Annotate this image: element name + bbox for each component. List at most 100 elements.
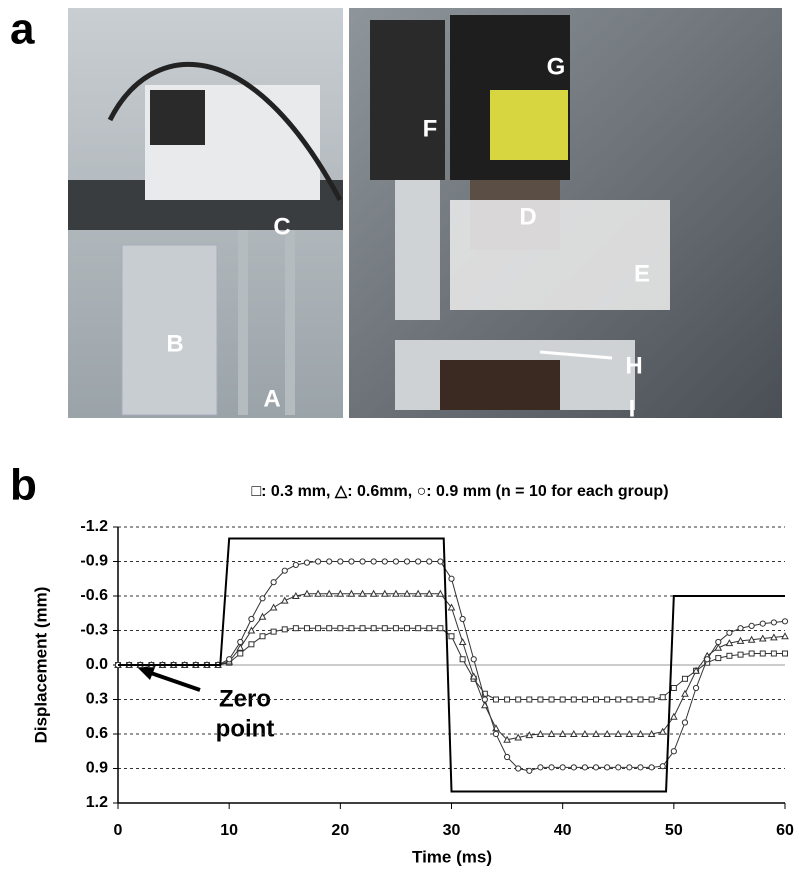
- marker: [438, 559, 443, 564]
- x-tick-label: 0: [114, 822, 123, 839]
- marker: [649, 697, 654, 702]
- marker: [271, 629, 276, 634]
- y-tick-label: 0.6: [86, 725, 108, 742]
- marker: [682, 691, 688, 697]
- x-tick-label: 40: [554, 822, 572, 839]
- marker: [682, 676, 687, 681]
- marker: [427, 626, 432, 631]
- marker: [293, 562, 298, 567]
- marker: [516, 697, 521, 702]
- marker: [405, 626, 410, 631]
- marker: [649, 765, 654, 770]
- panel-label: b: [10, 461, 37, 510]
- marker: [682, 720, 687, 725]
- marker: [783, 651, 788, 656]
- marker: [393, 559, 398, 564]
- marker: [260, 634, 265, 639]
- marker: [327, 559, 332, 564]
- marker: [360, 559, 365, 564]
- marker: [449, 634, 454, 639]
- photo-label: H: [625, 352, 642, 379]
- marker: [460, 657, 465, 662]
- marker: [716, 656, 721, 661]
- figure: a b □: 0.3 mm, △: 0.6mm, ○: 0.9 mm (n = …: [0, 0, 797, 873]
- marker: [460, 616, 465, 621]
- marker: [727, 630, 732, 635]
- page: a b □: 0.3 mm, △: 0.6mm, ○: 0.9 mm (n = …: [0, 0, 797, 878]
- marker: [627, 765, 632, 770]
- photo-right: [349, 8, 782, 418]
- y-tick-label: 0.9: [86, 760, 108, 777]
- marker: [582, 697, 587, 702]
- marker: [382, 626, 387, 631]
- y-tick-label: -0.6: [80, 587, 108, 604]
- y-tick-label: 1.2: [86, 794, 108, 811]
- marker: [605, 765, 610, 770]
- marker: [594, 697, 599, 702]
- y-tick-label: 0.3: [86, 691, 108, 708]
- marker: [782, 619, 787, 624]
- chart-subtitle: □: 0.3 mm, △: 0.6mm, ○: 0.9 mm (n = 10 f…: [251, 483, 668, 500]
- photo-label: D: [519, 203, 536, 230]
- marker: [527, 768, 532, 773]
- marker: [727, 653, 732, 658]
- x-axis-label: Time (ms): [412, 847, 492, 866]
- marker: [338, 626, 343, 631]
- marker: [693, 685, 698, 690]
- x-tick-label: 10: [220, 822, 238, 839]
- marker: [716, 639, 721, 644]
- marker: [749, 651, 754, 656]
- marker: [571, 697, 576, 702]
- marker: [449, 576, 454, 581]
- marker: [238, 639, 243, 644]
- marker: [338, 559, 343, 564]
- marker: [282, 627, 287, 632]
- marker: [249, 616, 254, 621]
- panel-label: a: [10, 5, 35, 54]
- photo-label: E: [634, 260, 650, 287]
- photo-label: A: [263, 385, 280, 412]
- marker: [416, 559, 421, 564]
- photo-label: B: [166, 330, 183, 357]
- marker: [504, 754, 509, 759]
- marker: [760, 651, 765, 656]
- x-tick-label: 20: [331, 822, 349, 839]
- marker: [638, 765, 643, 770]
- marker: [316, 559, 321, 564]
- y-tick-label: -0.9: [80, 553, 108, 570]
- x-tick-label: 30: [443, 822, 461, 839]
- marker: [371, 626, 376, 631]
- photo-label: I: [629, 395, 636, 422]
- marker: [571, 765, 576, 770]
- marker: [360, 626, 365, 631]
- marker: [616, 765, 621, 770]
- marker: [316, 626, 321, 631]
- marker: [416, 626, 421, 631]
- marker: [404, 559, 409, 564]
- marker: [227, 657, 232, 662]
- marker: [271, 605, 277, 611]
- marker: [293, 626, 298, 631]
- marker: [505, 697, 510, 702]
- marker: [771, 651, 776, 656]
- annotation-arrow: [148, 672, 200, 690]
- y-axis-label: Displacement (mm): [31, 587, 50, 744]
- y-tick-label: -0.3: [80, 622, 108, 639]
- marker: [460, 639, 466, 645]
- marker: [282, 568, 287, 573]
- marker: [493, 731, 498, 736]
- marker: [349, 559, 354, 564]
- marker: [671, 686, 676, 691]
- marker: [304, 626, 309, 631]
- marker: [538, 697, 543, 702]
- marker: [482, 697, 487, 702]
- marker: [427, 559, 432, 564]
- marker: [549, 765, 554, 770]
- y-tick-label: -1.2: [80, 518, 108, 535]
- y-tick-label: 0.0: [86, 656, 108, 673]
- x-tick-label: 50: [665, 822, 683, 839]
- marker: [560, 765, 565, 770]
- marker: [516, 766, 521, 771]
- marker: [249, 642, 254, 647]
- photo-left: [68, 8, 343, 418]
